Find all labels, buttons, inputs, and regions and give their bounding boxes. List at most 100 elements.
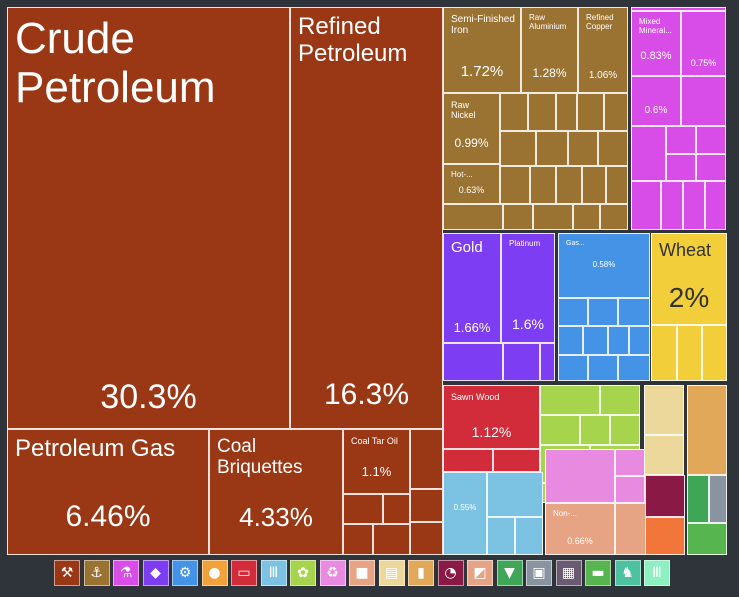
tile-gas[interactable]: Gas... 0.58%	[558, 233, 650, 298]
filler-tile	[631, 181, 661, 230]
stone-glass-icon[interactable]: ◩	[467, 560, 493, 586]
tile-mineral-b[interactable]: 0.75%	[681, 11, 726, 76]
filler-tile	[681, 76, 726, 126]
filler-tile	[666, 126, 696, 154]
tile-petroleum-gas[interactable]: Petroleum Gas 6.46%	[7, 429, 209, 555]
tile-value: 4.33%	[239, 502, 313, 532]
food-beverages-icon[interactable]: ▮	[408, 560, 434, 586]
tile-crude-petroleum[interactable]: Crude Petroleum 30.3%	[7, 7, 290, 429]
textiles-icon[interactable]: ▼	[496, 560, 523, 586]
treemap-chart: Crude Petroleum 30.3% Refined Petroleum 16.…	[7, 7, 729, 555]
filler-tile	[500, 131, 536, 166]
tile-blue-unlabeled[interactable]: 0.55%	[443, 472, 487, 555]
misc-icon[interactable]: Ⅲ	[644, 560, 670, 586]
precious-metals-icon[interactable]: ◆	[142, 560, 169, 586]
tile-value: 1.6%	[512, 316, 544, 332]
tile-label: Wheat	[659, 240, 712, 260]
filler-tile	[651, 325, 677, 381]
filler-tile	[644, 435, 684, 475]
filler-tile	[577, 93, 604, 131]
tile-coal-briquettes[interactable]: Coal Briquettes 4.33%	[209, 429, 343, 555]
tile-mixed-mineral[interactable]: Mixed Mineral... 0.83%	[631, 11, 681, 76]
animal-products-icon[interactable]: ■	[349, 560, 375, 586]
tile-value: 0.6%	[644, 105, 668, 116]
tile-label: Platinum	[509, 239, 541, 248]
tile-label: Gold	[451, 239, 483, 256]
tile-value: 0.99%	[454, 136, 489, 150]
filler-tile	[687, 385, 727, 475]
filler-tile	[410, 522, 443, 555]
tile-non[interactable]: Non-... 0.66%	[545, 503, 615, 555]
instruments-icon[interactable]: ◔	[437, 560, 464, 586]
filler-tile	[631, 126, 666, 181]
tile-raw-aluminium[interactable]: Raw Aluminium 1.28%	[521, 7, 578, 93]
filler-tile	[540, 385, 600, 415]
tile-sawn-wood[interactable]: Sawn Wood 1.12%	[443, 385, 540, 449]
tile-hot-rolled[interactable]: Hot-... 0.63%	[443, 164, 500, 204]
tile-value: 1.66%	[453, 320, 491, 335]
filler-tile	[540, 415, 580, 445]
filler-tile	[687, 475, 709, 523]
tile-mineral-c[interactable]: 0.6%	[631, 76, 681, 126]
filler-tile	[618, 355, 650, 381]
animal-hides-icon[interactable]: ♞	[614, 560, 641, 586]
foodstuffs-icon[interactable]: ●	[201, 560, 228, 586]
filler-tile	[696, 154, 726, 181]
filler-tile	[343, 494, 383, 524]
mineral-products-icon[interactable]: ⚒	[54, 560, 80, 586]
transportation-icon[interactable]: ▣	[526, 560, 552, 586]
filler-tile	[410, 429, 443, 489]
tile-label: Semi-Finished Iron	[451, 14, 515, 37]
chemical-products-icon[interactable]: ⚗	[113, 560, 139, 586]
footwear-icon[interactable]: ▬	[585, 560, 611, 586]
filler-tile	[487, 517, 515, 555]
tile-refined-petroleum[interactable]: Refined Petroleum 16.3%	[290, 7, 443, 429]
filler-tile	[568, 131, 598, 166]
filler-tile	[618, 298, 650, 326]
tile-label: Refined Petroleum	[298, 13, 408, 67]
filler-tile	[588, 355, 618, 381]
filler-tile	[629, 326, 650, 355]
filler-tile	[696, 126, 726, 154]
tile-wheat[interactable]: Wheat 2%	[651, 233, 727, 325]
tile-value: 0.58%	[592, 260, 616, 269]
filler-tile	[702, 325, 727, 381]
filler-tile	[709, 475, 727, 523]
tile-coal-tar-oil[interactable]: Coal Tar Oil 1.1%	[343, 429, 410, 494]
tile-refined-copper[interactable]: Refined Copper 1.06%	[578, 7, 628, 93]
wood-products-icon[interactable]: ▤	[378, 560, 405, 586]
filler-tile	[493, 449, 540, 472]
tile-label: Sawn Wood	[451, 392, 500, 402]
tile-semi-finished-iron[interactable]: Semi-Finished Iron 1.72%	[443, 7, 521, 93]
metals-icon[interactable]: ⚓	[83, 560, 110, 586]
tile-label: Refined Copper	[586, 13, 614, 31]
filler-tile	[600, 385, 640, 415]
machines-icon[interactable]: ⚙	[172, 560, 198, 586]
filler-tile	[500, 166, 530, 204]
tile-value: 2%	[668, 282, 710, 313]
filler-tile	[705, 181, 726, 230]
paper-goods-icon[interactable]: ♻	[319, 560, 346, 586]
filler-tile	[533, 204, 573, 230]
filler-tile	[588, 298, 618, 326]
tile-gold[interactable]: Gold 1.66%	[443, 233, 501, 343]
tile-raw-nickel[interactable]: Raw Nickel 0.99%	[443, 93, 500, 164]
filler-tile	[615, 476, 645, 503]
vegetable-crops-icon[interactable]: ✿	[290, 560, 316, 586]
tile-platinum[interactable]: Platinum 1.6%	[501, 233, 555, 343]
plastics-rubbers-icon[interactable]: ▭	[231, 560, 257, 586]
tile-value: 1.12%	[471, 424, 512, 440]
filler-tile	[644, 385, 684, 435]
tile-value: 1.28%	[532, 66, 567, 80]
tile-label: Non-...	[553, 509, 578, 518]
tile-label: Raw Nickel	[451, 100, 476, 121]
filler-tile	[443, 343, 503, 381]
filler-tile	[582, 166, 606, 204]
filler-tile	[661, 181, 683, 230]
filler-tile	[530, 166, 556, 204]
tile-value: 6.46%	[65, 500, 151, 533]
filler-tile	[631, 7, 726, 11]
arts-antiques-icon[interactable]: ▦	[555, 560, 582, 586]
vegetable-products-icon[interactable]: Ⅲ	[260, 560, 287, 586]
filler-tile	[610, 415, 640, 445]
